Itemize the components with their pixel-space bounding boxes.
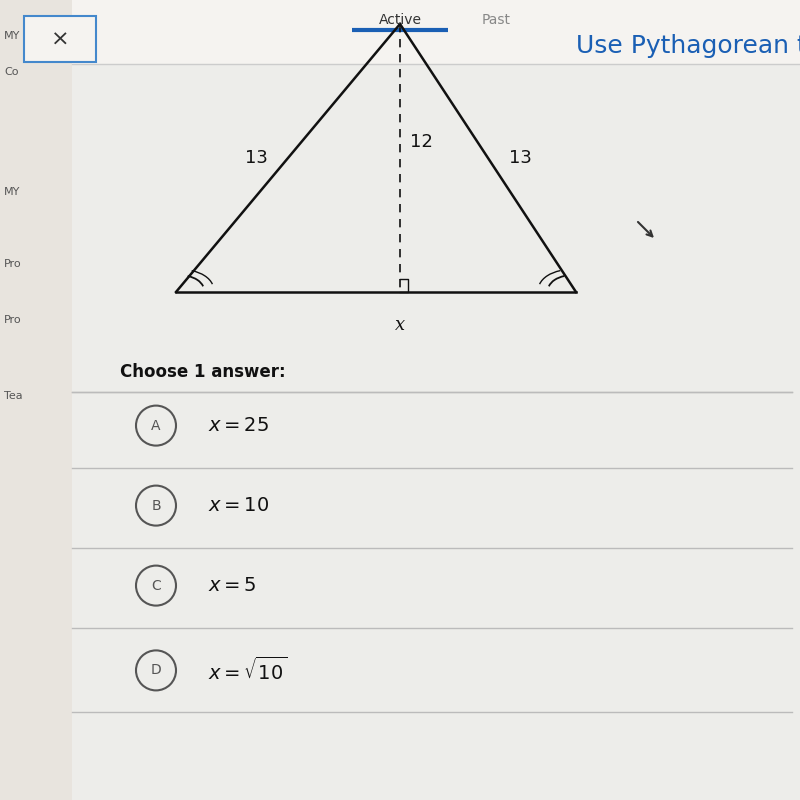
- Text: Tea: Tea: [4, 391, 22, 401]
- Text: $x = \sqrt{10}$: $x = \sqrt{10}$: [208, 657, 287, 684]
- Text: Choose 1 answer:: Choose 1 answer:: [120, 363, 286, 381]
- Text: $x = 25$: $x = 25$: [208, 417, 269, 434]
- Text: MY: MY: [4, 31, 20, 41]
- Text: Co: Co: [4, 67, 18, 77]
- Text: Past: Past: [482, 13, 510, 27]
- Text: A: A: [151, 418, 161, 433]
- Text: ×: ×: [50, 30, 70, 50]
- Text: Pro: Pro: [4, 315, 22, 325]
- Text: Active: Active: [378, 13, 422, 27]
- Text: $x = 5$: $x = 5$: [208, 577, 257, 594]
- Circle shape: [136, 650, 176, 690]
- Text: MY: MY: [4, 187, 20, 197]
- Text: 13: 13: [509, 149, 531, 167]
- Text: B: B: [151, 498, 161, 513]
- Circle shape: [136, 406, 176, 446]
- Circle shape: [136, 566, 176, 606]
- Text: D: D: [150, 663, 162, 678]
- Text: 12: 12: [410, 133, 434, 151]
- FancyBboxPatch shape: [72, 0, 800, 64]
- FancyBboxPatch shape: [72, 0, 800, 800]
- Text: C: C: [151, 578, 161, 593]
- Text: x: x: [395, 316, 405, 334]
- Text: $x = 10$: $x = 10$: [208, 497, 270, 514]
- Text: Use Pythagorean theorem to find isos: Use Pythagorean theorem to find isos: [576, 34, 800, 58]
- Text: Pro: Pro: [4, 259, 22, 269]
- Text: 13: 13: [245, 149, 267, 167]
- FancyBboxPatch shape: [24, 16, 96, 62]
- Circle shape: [136, 486, 176, 526]
